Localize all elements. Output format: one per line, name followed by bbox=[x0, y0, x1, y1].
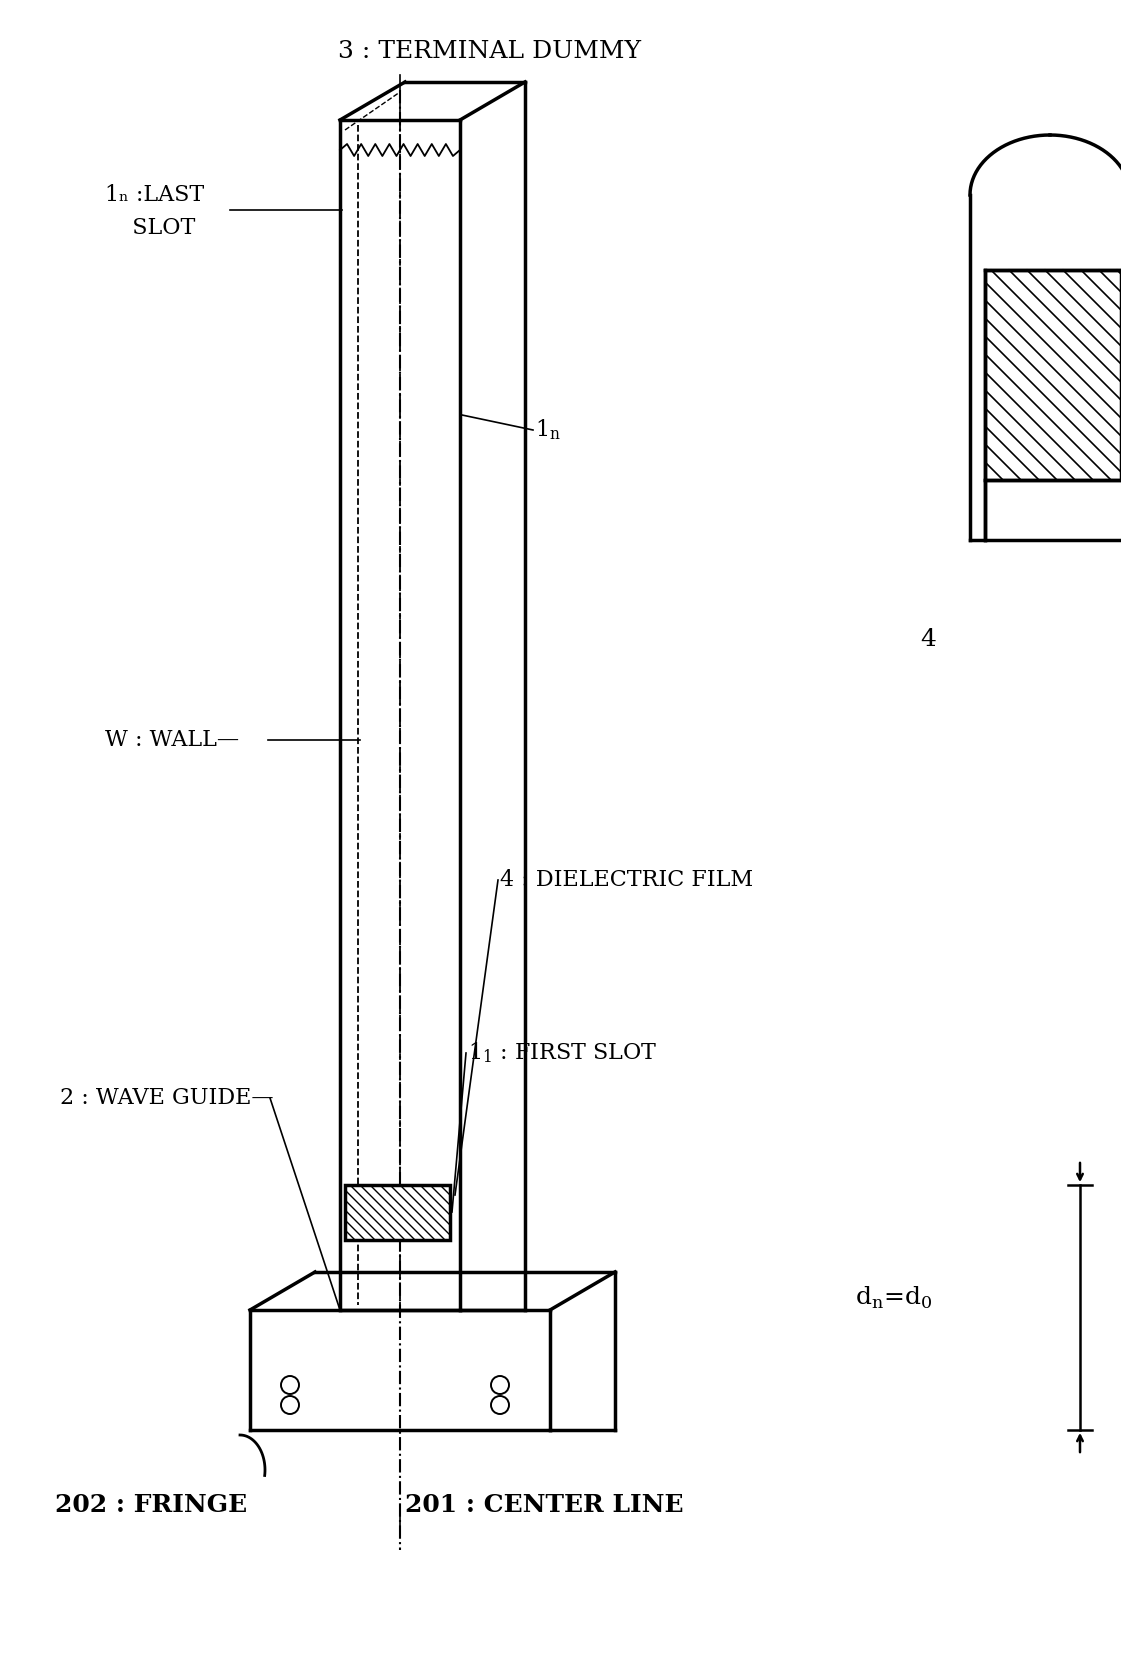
Text: 4: 4 bbox=[920, 629, 936, 651]
Text: SLOT: SLOT bbox=[118, 216, 195, 238]
Bar bbox=[345, 1185, 450, 1240]
Text: d$_\mathregular{n}$=d$_\mathregular{0}$: d$_\mathregular{n}$=d$_\mathregular{0}$ bbox=[855, 1285, 933, 1311]
Text: 1$_\mathregular{n}$: 1$_\mathregular{n}$ bbox=[535, 418, 560, 443]
Text: 4 : DIELECTRIC FILM: 4 : DIELECTRIC FILM bbox=[500, 869, 753, 891]
Text: W : WALL—: W : WALL— bbox=[105, 728, 239, 752]
Bar bbox=[985, 270, 1121, 480]
Text: 1$_\mathregular{1}$ : FIRST SLOT: 1$_\mathregular{1}$ : FIRST SLOT bbox=[467, 1040, 658, 1066]
Text: 3 : TERMINAL DUMMY: 3 : TERMINAL DUMMY bbox=[339, 40, 641, 64]
Text: 202 : FRINGE: 202 : FRINGE bbox=[55, 1493, 247, 1517]
Text: 2 : WAVE GUIDE—: 2 : WAVE GUIDE— bbox=[61, 1087, 274, 1109]
Text: 1ₙ :LAST: 1ₙ :LAST bbox=[105, 185, 204, 206]
Text: 201 : CENTER LINE: 201 : CENTER LINE bbox=[405, 1493, 684, 1517]
Bar bbox=[345, 1185, 450, 1240]
